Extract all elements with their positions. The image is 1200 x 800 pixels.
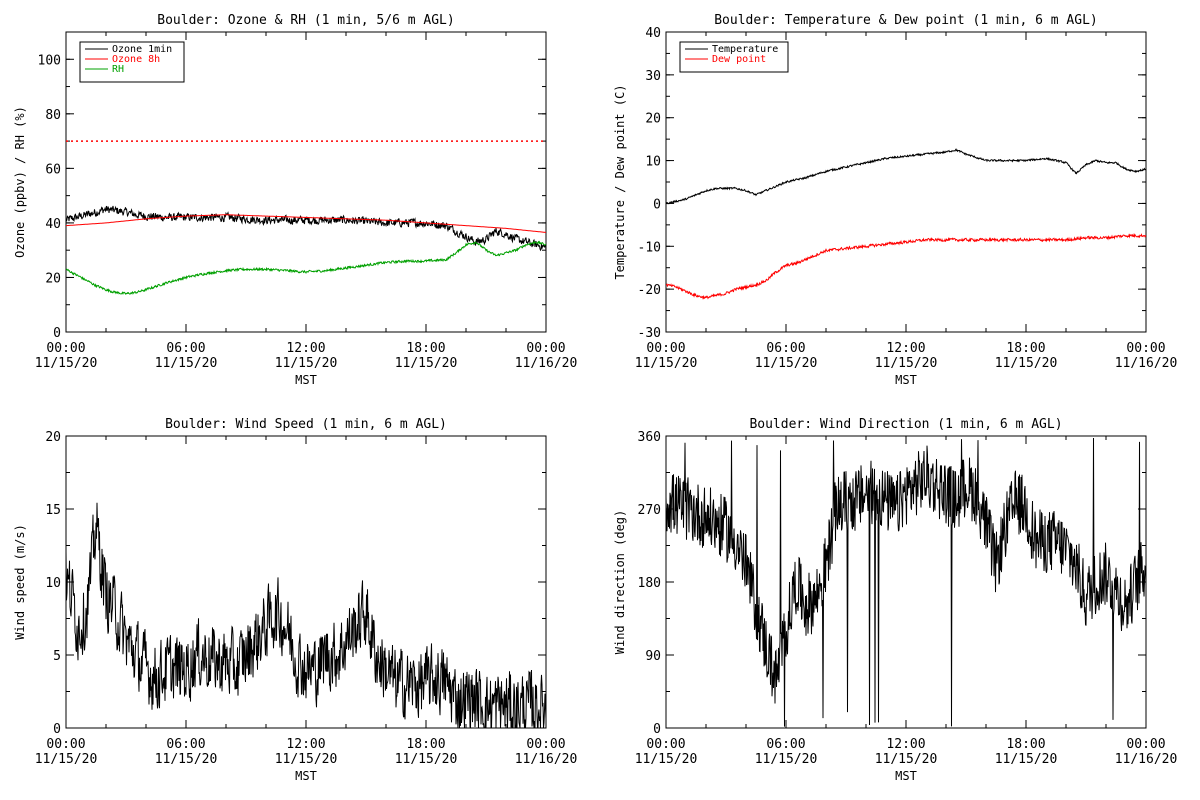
x-tick-label: 18:00 11/15/20 bbox=[995, 341, 1058, 371]
chart-panel-3: Boulder: Wind Speed (1 min, 6 m AGL) 0 5 10… bbox=[13, 417, 577, 783]
series-line-rh bbox=[66, 240, 546, 296]
y-tick-label: 0 bbox=[53, 722, 61, 737]
series-line-temperature bbox=[666, 148, 1146, 205]
y-tick-label: 270 bbox=[638, 503, 661, 518]
x-axis-label: MST bbox=[295, 373, 317, 387]
y-tick-label: 100 bbox=[38, 53, 61, 68]
x-tick-label: 06:00 11/15/20 bbox=[155, 737, 218, 767]
series-line-data bbox=[66, 502, 546, 728]
legend-label: Temperature bbox=[712, 44, 778, 55]
y-axis-label: Wind direction (deg) bbox=[613, 510, 627, 655]
y-tick-label: 10 bbox=[45, 576, 61, 591]
series-line-dew-point bbox=[666, 232, 1146, 301]
y-tick-label: 20 bbox=[645, 112, 661, 127]
x-axis-label: MST bbox=[295, 769, 317, 783]
chart-title: Boulder: Wind Speed (1 min, 6 m AGL) bbox=[165, 417, 447, 432]
x-tick-label: 06:00 11/15/20 bbox=[155, 341, 218, 371]
y-tick-label: 180 bbox=[638, 576, 661, 591]
x-tick-label: 00:00 11/16/20 bbox=[1115, 737, 1178, 767]
x-tick-label: 00:00 11/16/20 bbox=[515, 737, 578, 767]
legend-label: Dew point bbox=[712, 54, 766, 65]
x-tick-label: 00:00 11/16/20 bbox=[1115, 341, 1178, 371]
y-tick-label: 360 bbox=[638, 430, 661, 445]
x-tick-label: 18:00 11/15/20 bbox=[395, 341, 458, 371]
y-tick-label: 20 bbox=[45, 430, 61, 445]
x-tick-label: 06:00 11/15/20 bbox=[755, 737, 818, 767]
y-tick-label: 80 bbox=[45, 108, 61, 123]
series-line-data bbox=[666, 437, 1146, 727]
legend bbox=[679, 41, 789, 73]
x-axis-label: MST bbox=[895, 373, 917, 387]
y-tick-label: 60 bbox=[45, 162, 61, 177]
x-tick-label: 00:00 11/15/20 bbox=[35, 737, 98, 767]
x-tick-label: 00:00 11/15/20 bbox=[635, 737, 698, 767]
x-tick-label: 12:00 11/15/20 bbox=[275, 341, 338, 371]
y-tick-label: 40 bbox=[45, 217, 61, 232]
y-tick-label: 20 bbox=[45, 271, 61, 286]
x-tick-label: 12:00 11/15/20 bbox=[275, 737, 338, 767]
x-axis-label: MST bbox=[895, 769, 917, 783]
chart-panel-4: Boulder: Wind Direction (1 min, 6 m AGL)… bbox=[613, 417, 1177, 783]
y-tick-label: -10 bbox=[638, 240, 661, 255]
chart-title: Boulder: Temperature & Dew point (1 min,… bbox=[714, 13, 1098, 28]
legend-label: Ozone 8h bbox=[112, 54, 160, 65]
x-tick-label: 00:00 11/15/20 bbox=[635, 341, 698, 371]
x-tick-label: 18:00 11/15/20 bbox=[395, 737, 458, 767]
chart-title: Boulder: Wind Direction (1 min, 6 m AGL) bbox=[749, 417, 1062, 432]
y-tick-label: -20 bbox=[638, 283, 661, 298]
x-tick-label: 00:00 11/15/20 bbox=[35, 341, 98, 371]
y-tick-label: 5 bbox=[53, 649, 61, 664]
chart-panel-1: Boulder: Ozone & RH (1 min, 5/6 m AGL) 0 2… bbox=[13, 13, 577, 387]
y-tick-label: 30 bbox=[645, 69, 661, 84]
y-tick-label: 0 bbox=[53, 326, 61, 341]
x-tick-label: 06:00 11/15/20 bbox=[755, 341, 818, 371]
y-axis-label: Wind speed (m/s) bbox=[13, 524, 27, 640]
legend-label: Ozone 1min bbox=[112, 44, 172, 55]
y-axis-label: Ozone (ppbv) / RH (%) bbox=[13, 106, 27, 258]
y-tick-label: 90 bbox=[645, 649, 661, 664]
y-tick-label: 0 bbox=[653, 197, 661, 212]
legend-label: RH bbox=[112, 64, 124, 75]
chart-panel-2: Boulder: Temperature & Dew point (1 min,… bbox=[613, 13, 1177, 387]
x-tick-label: 18:00 11/15/20 bbox=[995, 737, 1058, 767]
plot-frame bbox=[665, 31, 1147, 333]
y-tick-label: 15 bbox=[45, 503, 61, 518]
y-tick-label: -30 bbox=[638, 326, 661, 341]
x-tick-label: 00:00 11/16/20 bbox=[515, 341, 578, 371]
y-tick-label: 10 bbox=[645, 155, 661, 170]
series-line-ozone-8h bbox=[66, 214, 546, 233]
y-axis-label: Temperature / Dew point (C) bbox=[613, 84, 627, 279]
y-tick-label: 40 bbox=[645, 26, 661, 41]
x-tick-label: 12:00 11/15/20 bbox=[875, 737, 938, 767]
plot-frame bbox=[665, 435, 1147, 729]
x-tick-label: 12:00 11/15/20 bbox=[875, 341, 938, 371]
chart-title: Boulder: Ozone & RH (1 min, 5/6 m AGL) bbox=[157, 13, 454, 28]
y-tick-label: 0 bbox=[653, 722, 661, 737]
